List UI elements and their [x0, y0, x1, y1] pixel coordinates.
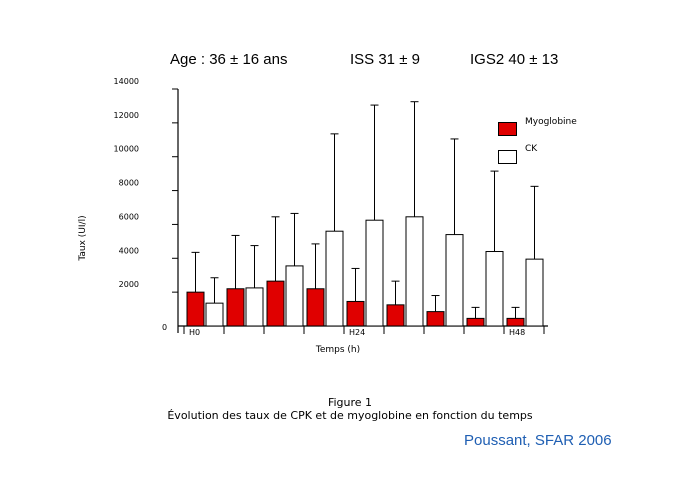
source-credit: Poussant, SFAR 2006	[464, 432, 612, 449]
bar-myoglobine-8	[506, 317, 525, 327]
y-tick-label: 2000	[119, 280, 139, 289]
bar-ck-2	[285, 265, 304, 327]
y-tick-label: 4000	[119, 246, 139, 255]
bar-myoglobine-6	[426, 311, 445, 327]
age-stat: Age : 36 ± 16 ans	[170, 51, 288, 68]
y-tick-label: 6000	[119, 212, 139, 221]
legend-label-ck: CK	[525, 144, 538, 154]
x-axis-label: Temps (h)	[315, 345, 360, 355]
y-tick-label: 12000	[114, 111, 139, 120]
y-tick-label: 8000	[119, 179, 139, 188]
legend-swatch-ck	[498, 150, 517, 164]
bar-ck-7	[485, 251, 504, 327]
figure-caption: Évolution des taux de CPK et de myoglobi…	[167, 409, 533, 422]
bar-ck-6	[445, 234, 464, 327]
bar-ck-3	[325, 230, 344, 327]
bar-ck-0	[205, 302, 224, 327]
igs2-stat: IGS2 40 ± 13	[470, 51, 559, 68]
plot-area: 0 2000 4000 6000 8000 10000 12000 14000 H0 H24 H48	[114, 77, 548, 337]
legend-label-myoglobine: Myoglobine	[525, 117, 577, 127]
bar-ck-8	[525, 258, 544, 327]
bar-myoglobine-4	[346, 300, 365, 327]
figure-number: Figure 1	[327, 396, 373, 409]
bar-myoglobine-1	[226, 288, 245, 327]
legend-swatch-myoglobine	[498, 122, 517, 136]
bar-myoglobine-5	[386, 304, 405, 327]
x-tick-label: H24	[349, 328, 365, 337]
bar-ck-5	[405, 216, 424, 327]
bar-ck-4	[365, 219, 384, 327]
y-axis-label: Taux (UI/l)	[78, 215, 88, 261]
bar-myoglobine-7	[466, 317, 485, 327]
y-tick-label: 0	[162, 323, 167, 332]
bar-ck-1	[245, 287, 264, 327]
x-tick-label: H48	[509, 328, 525, 337]
bar-myoglobine-0	[186, 291, 205, 327]
y-tick-label: 10000	[114, 145, 139, 154]
bar-myoglobine-2	[266, 280, 285, 327]
bar-myoglobine-3	[306, 288, 325, 327]
y-tick-label: 14000	[114, 77, 139, 86]
x-tick-label: H0	[189, 328, 200, 337]
iss-stat: ISS 31 ± 9	[350, 51, 420, 68]
